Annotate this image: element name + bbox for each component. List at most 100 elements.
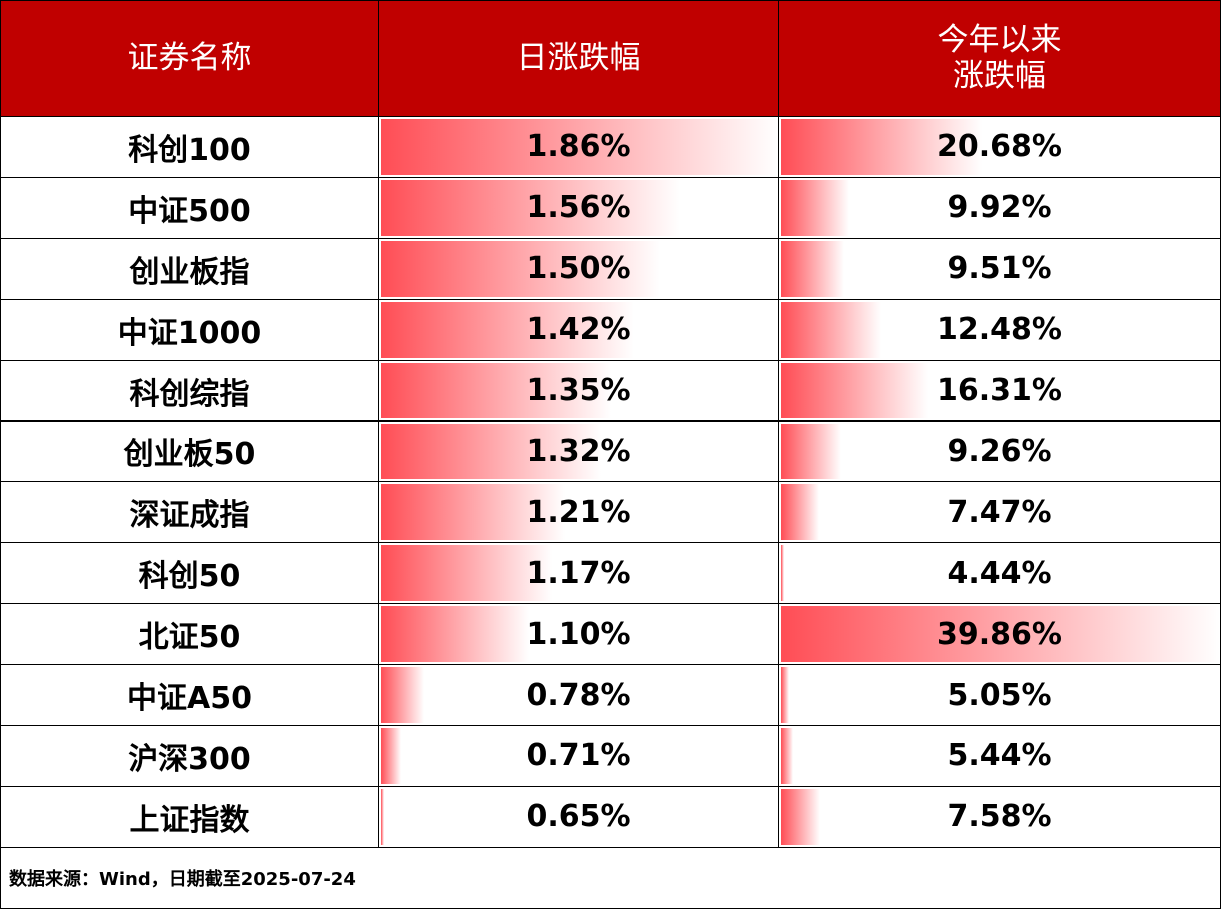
- data-bar: [781, 788, 820, 845]
- value-text: 1.21%: [526, 494, 631, 530]
- header-text: 今年以来 涨跌幅: [937, 21, 1062, 94]
- value-text: 1.86%: [526, 129, 631, 165]
- name-cell: 创业板50: [0, 420, 379, 483]
- name-cell: 深证成指: [0, 481, 379, 544]
- value-cell: 9.51%: [778, 237, 1221, 300]
- value-text: 1.56%: [526, 190, 631, 226]
- value-text: 0.71%: [526, 738, 631, 774]
- value-text: 7.47%: [947, 494, 1052, 530]
- value-text: 1.17%: [526, 555, 631, 591]
- name-text: 沪深300: [128, 741, 251, 777]
- data-bar: [781, 667, 789, 723]
- value-cell: 12.48%: [778, 298, 1221, 361]
- data-bar: [381, 484, 565, 541]
- value-text: 9.92%: [947, 190, 1052, 226]
- name-text: 深证成指: [129, 498, 250, 534]
- name-text: 上证指数: [129, 802, 250, 838]
- data-bar: [381, 362, 611, 419]
- value-cell: 0.78%: [378, 664, 779, 726]
- name-text: 中证500: [128, 193, 251, 229]
- data-bar: [781, 301, 881, 358]
- data-bar: [381, 728, 401, 784]
- value-text: 16.31%: [937, 373, 1062, 409]
- value-text: 7.58%: [947, 799, 1052, 835]
- name-cell: 中证1000: [0, 298, 379, 361]
- value-text: 1.42%: [526, 312, 631, 348]
- data-bar: [781, 362, 929, 419]
- name-cell: 北证50: [0, 603, 379, 666]
- value-text: 0.65%: [526, 799, 631, 835]
- value-text: 12.48%: [937, 312, 1062, 348]
- value-text: 9.51%: [947, 251, 1052, 287]
- name-cell: 上证指数: [0, 785, 379, 848]
- value-cell: 1.50%: [378, 237, 779, 300]
- name-text: 创业板50: [123, 437, 256, 473]
- data-bar: [381, 545, 552, 602]
- data-bar: [381, 240, 660, 297]
- value-text: 1.50%: [526, 251, 631, 287]
- value-text: 4.44%: [947, 555, 1052, 591]
- value-cell: 20.68%: [778, 116, 1221, 178]
- data-bar: [781, 119, 983, 175]
- name-text: 科创50: [138, 559, 241, 595]
- value-text: 1.32%: [526, 433, 631, 469]
- value-text: 1.35%: [526, 373, 631, 409]
- value-text: 39.86%: [937, 616, 1062, 652]
- data-bar: [381, 667, 424, 723]
- value-cell: 5.44%: [778, 725, 1221, 787]
- name-text: 创业板指: [129, 254, 250, 290]
- value-cell: 5.05%: [778, 664, 1221, 726]
- name-cell: 中证500: [0, 176, 379, 239]
- data-bar: [781, 728, 794, 784]
- name-cell: 沪深300: [0, 725, 379, 787]
- value-cell: 1.56%: [378, 176, 779, 239]
- header-cell: 今年以来 涨跌幅: [778, 0, 1221, 117]
- value-cell: 7.58%: [778, 785, 1221, 848]
- name-cell: 科创50: [0, 542, 379, 605]
- data-bar: [381, 606, 529, 663]
- data-bar: [781, 606, 1220, 663]
- value-cell: 1.42%: [378, 298, 779, 361]
- value-cell: 16.31%: [778, 359, 1221, 422]
- value-cell: 9.26%: [778, 420, 1221, 483]
- value-cell: 1.10%: [378, 603, 779, 666]
- name-text: 中证1000: [117, 315, 262, 351]
- value-text: 5.05%: [947, 677, 1052, 713]
- value-cell: 1.32%: [378, 420, 779, 483]
- value-text: 9.26%: [947, 433, 1052, 469]
- header-text: 证券名称: [127, 39, 252, 76]
- value-cell: 0.65%: [378, 785, 779, 848]
- value-text: 0.78%: [526, 677, 631, 713]
- data-bar: [381, 301, 634, 358]
- value-cell: 1.86%: [378, 116, 779, 178]
- value-cell: 1.35%: [378, 359, 779, 422]
- data-bar: [781, 179, 849, 236]
- data-bar: [381, 788, 384, 845]
- header-cell: 证券名称: [0, 0, 379, 117]
- header-text: 日涨跌幅: [516, 39, 641, 76]
- footer: 数据来源：Wind，日期截至2025-07-24: [0, 847, 1221, 909]
- data-bar: [781, 484, 819, 541]
- name-text: 中证A50: [127, 681, 252, 717]
- data-bar: [381, 119, 778, 175]
- name-text: 科创100: [128, 132, 251, 168]
- name-cell: 科创综指: [0, 359, 379, 422]
- value-text: 20.68%: [937, 129, 1062, 165]
- value-text: 5.44%: [947, 738, 1052, 774]
- value-cell: 7.47%: [778, 481, 1221, 544]
- value-cell: 4.44%: [778, 542, 1221, 605]
- name-text: 科创综指: [129, 376, 250, 412]
- data-bar: [781, 545, 784, 602]
- data-bar: [381, 423, 601, 480]
- value-cell: 9.92%: [778, 176, 1221, 239]
- name-text: 北证50: [138, 620, 241, 656]
- data-bar: [781, 423, 841, 480]
- value-cell: 1.21%: [378, 481, 779, 544]
- value-cell: 1.17%: [378, 542, 779, 605]
- name-cell: 中证A50: [0, 664, 379, 726]
- header-cell: 日涨跌幅: [378, 0, 779, 117]
- value-text: 1.10%: [526, 616, 631, 652]
- name-cell: 科创100: [0, 116, 379, 178]
- value-cell: 39.86%: [778, 603, 1221, 666]
